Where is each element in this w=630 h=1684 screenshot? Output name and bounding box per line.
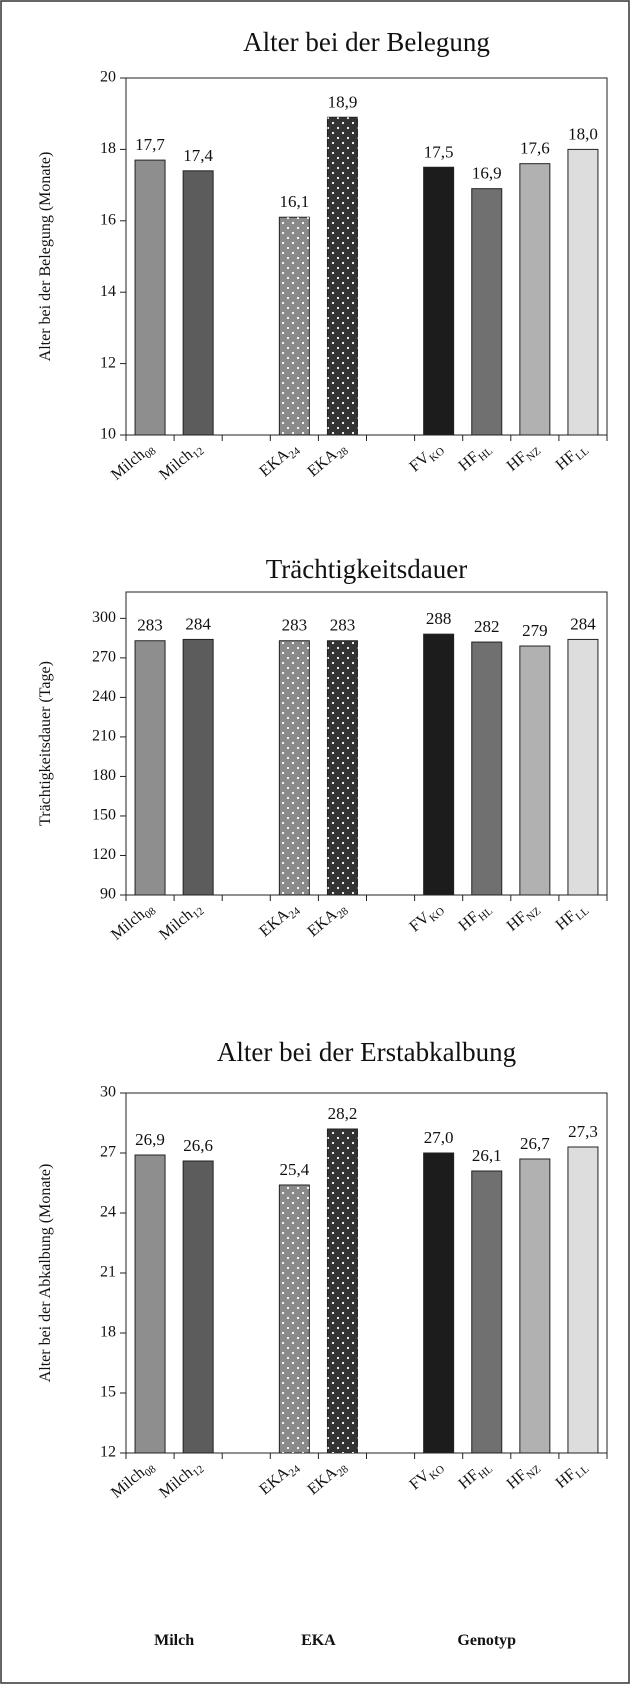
y-tick-label: 180 bbox=[92, 767, 116, 784]
value-label: 26,9 bbox=[135, 1130, 165, 1149]
bar-pattern bbox=[327, 640, 358, 895]
y-tick-label: 14 bbox=[100, 283, 116, 300]
value-label: 16,9 bbox=[472, 164, 502, 183]
bar-pattern bbox=[279, 217, 310, 435]
value-label: 17,6 bbox=[520, 139, 550, 158]
value-label: 284 bbox=[185, 614, 211, 633]
chart-title: Alter bei der Belegung bbox=[243, 27, 490, 57]
y-tick-label: 12 bbox=[100, 1444, 116, 1461]
bar bbox=[567, 148, 599, 436]
y-tick-label: 27 bbox=[100, 1144, 116, 1161]
bar bbox=[519, 1158, 551, 1454]
bar bbox=[182, 1160, 214, 1454]
value-label: 17,5 bbox=[424, 142, 454, 161]
y-tick-label: 21 bbox=[100, 1264, 116, 1281]
bar bbox=[519, 163, 551, 436]
value-label: 279 bbox=[522, 621, 548, 640]
value-label: 26,1 bbox=[472, 1146, 502, 1165]
value-label: 17,7 bbox=[135, 135, 165, 154]
y-tick-label: 150 bbox=[92, 807, 116, 824]
y-tick-label: 210 bbox=[92, 728, 116, 745]
y-tick-label: 270 bbox=[92, 649, 116, 666]
bar-pattern bbox=[279, 640, 310, 895]
value-label: 27,0 bbox=[424, 1128, 454, 1147]
y-tick-label: 30 bbox=[100, 1084, 116, 1101]
y-tick-label: 18 bbox=[100, 1324, 116, 1341]
bar bbox=[182, 638, 214, 896]
bar bbox=[567, 1146, 599, 1454]
value-label: 26,6 bbox=[183, 1136, 213, 1155]
value-label: 288 bbox=[426, 609, 452, 628]
y-axis-label: Alter bei der Belegung (Monate) bbox=[37, 152, 54, 362]
bar bbox=[423, 1152, 455, 1454]
value-label: 26,7 bbox=[520, 1134, 550, 1153]
bar bbox=[423, 633, 455, 896]
bar bbox=[134, 159, 166, 436]
bar bbox=[471, 1170, 503, 1454]
value-label: 283 bbox=[282, 616, 308, 635]
value-label: 17,4 bbox=[183, 146, 213, 165]
group-label: Genotyp bbox=[457, 1632, 516, 1649]
value-label: 27,3 bbox=[568, 1122, 598, 1141]
value-label: 283 bbox=[137, 616, 163, 635]
bar bbox=[519, 645, 551, 896]
y-tick-label: 20 bbox=[100, 69, 116, 86]
chart-title: Trächtigkeitsdauer bbox=[266, 554, 467, 584]
bar bbox=[567, 638, 599, 896]
bar bbox=[134, 640, 166, 896]
value-label: 16,1 bbox=[279, 192, 309, 211]
bar-pattern bbox=[279, 1185, 310, 1453]
bar-pattern bbox=[327, 117, 358, 436]
bar-pattern bbox=[327, 1129, 358, 1453]
bar bbox=[471, 641, 503, 896]
value-label: 25,4 bbox=[279, 1160, 309, 1179]
bar bbox=[182, 170, 214, 436]
value-label: 282 bbox=[474, 617, 500, 636]
bar bbox=[471, 188, 503, 436]
group-label: Milch bbox=[154, 1632, 194, 1649]
y-axis-label: Alter bei der Abkalbung (Monate) bbox=[37, 1164, 54, 1383]
value-label: 18,0 bbox=[568, 124, 598, 143]
y-tick-label: 24 bbox=[100, 1204, 116, 1221]
value-label: 284 bbox=[570, 614, 596, 633]
y-tick-label: 16 bbox=[100, 211, 116, 228]
y-tick-label: 10 bbox=[100, 426, 116, 443]
bar bbox=[134, 1154, 166, 1454]
value-label: 283 bbox=[330, 616, 356, 635]
y-tick-label: 18 bbox=[100, 140, 116, 157]
value-label: 28,2 bbox=[328, 1104, 358, 1123]
bar bbox=[423, 166, 455, 436]
y-tick-label: 240 bbox=[92, 688, 116, 705]
y-axis-label: Trächtigkeitsdauer (Tage) bbox=[37, 661, 54, 826]
y-tick-label: 120 bbox=[92, 846, 116, 863]
value-label: 18,9 bbox=[328, 92, 358, 111]
y-tick-label: 90 bbox=[100, 886, 116, 903]
y-tick-label: 12 bbox=[100, 354, 116, 371]
y-tick-label: 15 bbox=[100, 1384, 116, 1401]
group-label: EKA bbox=[301, 1632, 336, 1649]
chart-title: Alter bei der Erstabkalbung bbox=[217, 1037, 516, 1067]
y-tick-label: 300 bbox=[92, 609, 116, 626]
